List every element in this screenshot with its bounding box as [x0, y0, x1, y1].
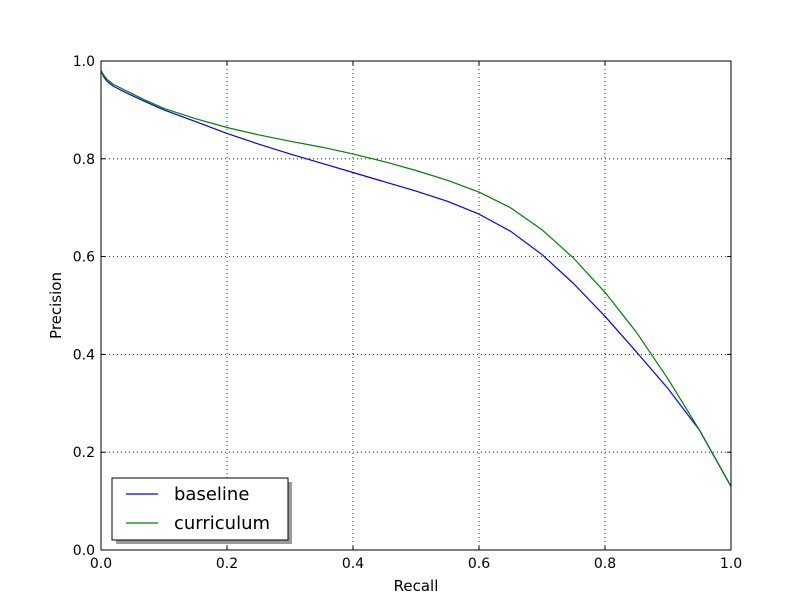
x-tick-label: 0.2: [216, 556, 238, 572]
y-tick-label: 0.0: [73, 543, 95, 559]
legend-label-curriculum: curriculum: [174, 513, 270, 534]
x-tick-label: 0.6: [468, 556, 490, 572]
y-tick-label: 1.0: [73, 54, 95, 70]
x-tick-label: 1.0: [720, 556, 742, 572]
series-line-baseline: [100, 70, 732, 487]
legend: baseline curriculum: [111, 477, 292, 544]
y-tick-label: 0.4: [73, 347, 95, 363]
y-tick-label: 0.8: [73, 152, 95, 168]
y-axis-label: Precision: [47, 272, 65, 339]
series-line-curriculum: [100, 70, 732, 487]
x-tick-label: 0.0: [90, 556, 112, 572]
x-tick-label: 0.4: [342, 556, 364, 572]
plot-area: [101, 61, 731, 550]
axis-ticks: 0.0 0.2 0.4 0.6 0.8 1.0 0.0 0.2 0.4 0.6 0.8 1.0: [73, 54, 742, 572]
x-tick-label: 0.8: [594, 556, 616, 572]
x-axis-label: Recall: [394, 577, 439, 595]
series-lines: [100, 70, 732, 487]
grid-lines: [101, 61, 731, 550]
y-tick-label: 0.6: [73, 250, 95, 266]
plot-frame: [100, 60, 732, 551]
legend-label-baseline: baseline: [174, 484, 249, 505]
legend-box: [111, 477, 289, 541]
y-tick-label: 0.2: [73, 445, 95, 461]
